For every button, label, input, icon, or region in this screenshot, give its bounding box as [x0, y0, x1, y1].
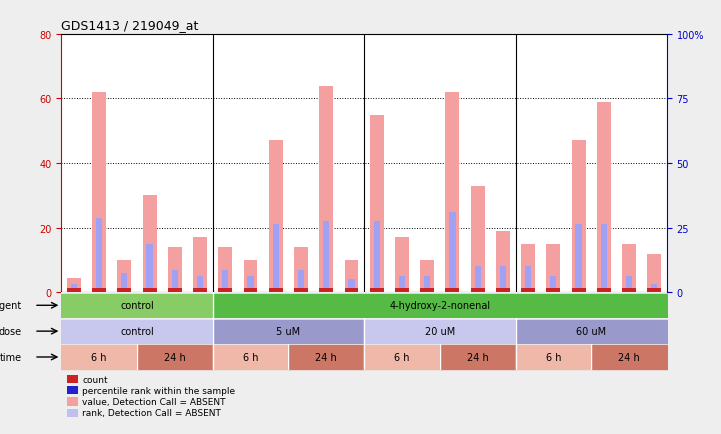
Bar [121, 273, 128, 293]
Bar [273, 225, 279, 293]
Bar [446, 289, 459, 293]
Bar [572, 141, 585, 293]
Bar [521, 244, 535, 293]
Bar [597, 102, 611, 293]
Bar [547, 289, 560, 293]
Bar [471, 289, 485, 293]
Text: 6 h: 6 h [243, 352, 258, 362]
Bar [71, 285, 77, 293]
Bar [168, 247, 182, 293]
Bar [168, 289, 182, 293]
Bar [92, 289, 106, 293]
Bar [651, 285, 658, 293]
Text: dose: dose [0, 326, 22, 336]
Bar [370, 115, 384, 293]
Text: 24 h: 24 h [315, 352, 337, 362]
Text: 24 h: 24 h [466, 352, 489, 362]
Text: 60 uM: 60 uM [576, 326, 606, 336]
Bar [143, 196, 156, 293]
Bar [197, 276, 203, 293]
Bar [496, 231, 510, 293]
Bar [323, 222, 329, 293]
Bar [118, 260, 131, 293]
Bar [622, 244, 636, 293]
Bar [294, 247, 308, 293]
Bar [269, 289, 283, 293]
Bar [247, 276, 254, 293]
Bar [67, 398, 79, 406]
Bar [575, 225, 582, 293]
Bar [420, 289, 434, 293]
Bar [572, 289, 585, 293]
Bar [294, 289, 308, 293]
Bar [67, 289, 81, 293]
Bar [521, 289, 535, 293]
Bar [370, 289, 384, 293]
Bar [446, 93, 459, 293]
Bar [222, 270, 229, 293]
Bar [172, 270, 178, 293]
Text: GDS1413 / 219049_at: GDS1413 / 219049_at [61, 19, 199, 32]
Bar [647, 254, 661, 293]
Bar [319, 289, 333, 293]
Bar [218, 289, 232, 293]
Bar [449, 212, 456, 293]
Text: 6 h: 6 h [92, 352, 107, 362]
Bar [647, 289, 661, 293]
Text: 4-hydroxy-2-nonenal: 4-hydroxy-2-nonenal [389, 301, 490, 311]
Bar [626, 276, 632, 293]
Bar [622, 289, 636, 293]
Bar [525, 267, 531, 293]
Text: control: control [120, 301, 154, 311]
Bar [550, 276, 557, 293]
Bar [547, 244, 560, 293]
Bar [92, 93, 106, 293]
Text: 6 h: 6 h [546, 352, 561, 362]
Bar [118, 289, 131, 293]
Text: rank, Detection Call = ABSENT: rank, Detection Call = ABSENT [82, 408, 221, 418]
Bar [193, 289, 207, 293]
Bar [395, 289, 409, 293]
Bar [474, 267, 481, 293]
Text: agent: agent [0, 301, 22, 311]
Bar [67, 409, 79, 417]
Text: count: count [82, 375, 108, 384]
Bar [424, 276, 430, 293]
Text: 6 h: 6 h [394, 352, 410, 362]
Text: 24 h: 24 h [164, 352, 186, 362]
Text: control: control [120, 326, 154, 336]
Bar [67, 386, 79, 395]
Bar [471, 186, 485, 293]
Bar [244, 260, 257, 293]
Bar [348, 280, 355, 293]
Bar [244, 289, 257, 293]
Bar [319, 86, 333, 293]
Bar [601, 225, 607, 293]
Text: 24 h: 24 h [618, 352, 640, 362]
Text: 20 uM: 20 uM [425, 326, 455, 336]
Text: percentile rank within the sample: percentile rank within the sample [82, 386, 236, 395]
Text: 5 uM: 5 uM [276, 326, 301, 336]
Bar [298, 270, 304, 293]
Bar [218, 247, 232, 293]
Text: value, Detection Call = ABSENT: value, Detection Call = ABSENT [82, 397, 226, 406]
Bar [146, 244, 153, 293]
Bar [373, 222, 380, 293]
Bar [345, 289, 358, 293]
Bar [269, 141, 283, 293]
Bar [96, 218, 102, 293]
Bar [420, 260, 434, 293]
Bar [597, 289, 611, 293]
Bar [67, 278, 81, 293]
Bar [345, 260, 358, 293]
Bar [193, 238, 207, 293]
Bar [496, 289, 510, 293]
Text: time: time [0, 352, 22, 362]
Bar [395, 238, 409, 293]
Bar [143, 289, 156, 293]
Bar [399, 276, 405, 293]
Bar [500, 267, 506, 293]
Bar [67, 375, 79, 383]
